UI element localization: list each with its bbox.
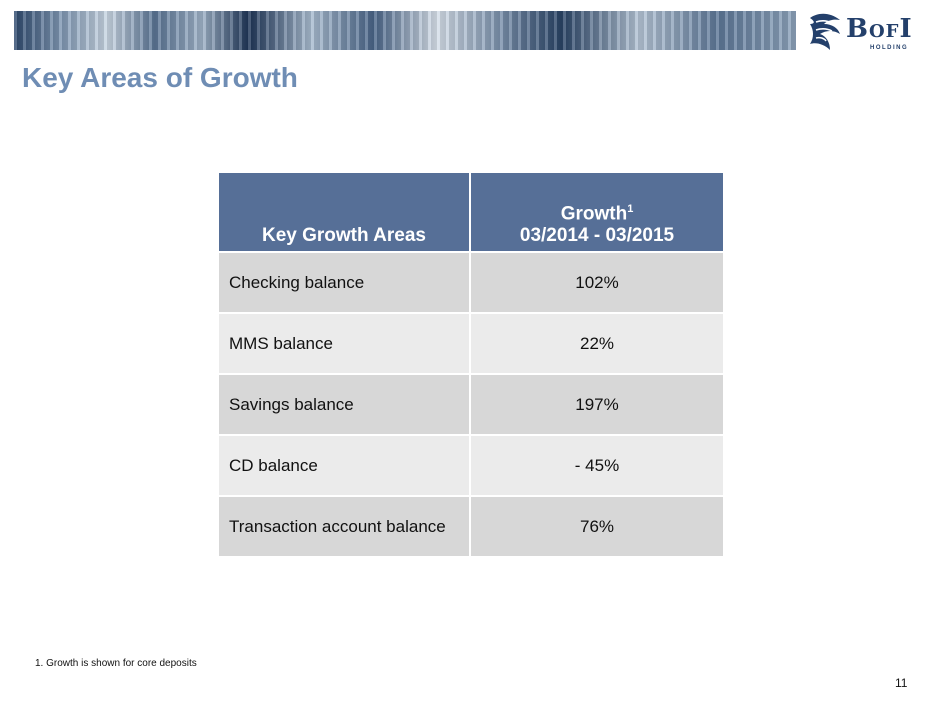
growth-value-cell: 197% bbox=[471, 375, 723, 434]
footnote-marker: 1 bbox=[627, 202, 634, 215]
growth-area-cell: Checking balance bbox=[219, 253, 469, 312]
eagle-icon bbox=[810, 13, 840, 51]
table-header-row: Key Growth Areas Growth1 03/2014 - 03/20… bbox=[219, 173, 723, 251]
logo-subtitle: HOLDING bbox=[870, 45, 909, 51]
growth-area-cell: MMS balance bbox=[219, 314, 469, 373]
growth-value-cell: 22% bbox=[471, 314, 723, 373]
footnote: 1. Growth is shown for core deposits bbox=[35, 658, 197, 669]
header-growth: Growth1 03/2014 - 03/2015 bbox=[471, 173, 723, 251]
table-row: Savings balance 197% bbox=[219, 375, 723, 434]
growth-value-cell: 76% bbox=[471, 497, 723, 556]
growth-area-cell: Transaction account balance bbox=[219, 497, 469, 556]
logo-wordmark: BOFI bbox=[846, 14, 913, 44]
growth-value-cell: - 45% bbox=[471, 436, 723, 495]
table-row: CD balance - 45% bbox=[219, 436, 723, 495]
header-key-growth-areas: Key Growth Areas bbox=[219, 173, 469, 251]
table-row: Transaction account balance 76% bbox=[219, 497, 723, 556]
table-row: Checking balance 102% bbox=[219, 253, 723, 312]
growth-area-cell: CD balance bbox=[219, 436, 469, 495]
page-number: 11 bbox=[895, 676, 908, 690]
bofi-logo: BOFI HOLDING bbox=[806, 10, 930, 56]
header-banner-image bbox=[14, 11, 796, 50]
slide-title: Key Areas of Growth bbox=[22, 62, 298, 93]
table-row: MMS balance 22% bbox=[219, 314, 723, 373]
growth-table: Key Growth Areas Growth1 03/2014 - 03/20… bbox=[217, 171, 725, 558]
header-period: 03/2014 - 03/2015 bbox=[519, 225, 675, 246]
growth-value-cell: 102% bbox=[471, 253, 723, 312]
growth-area-cell: Savings balance bbox=[219, 375, 469, 434]
